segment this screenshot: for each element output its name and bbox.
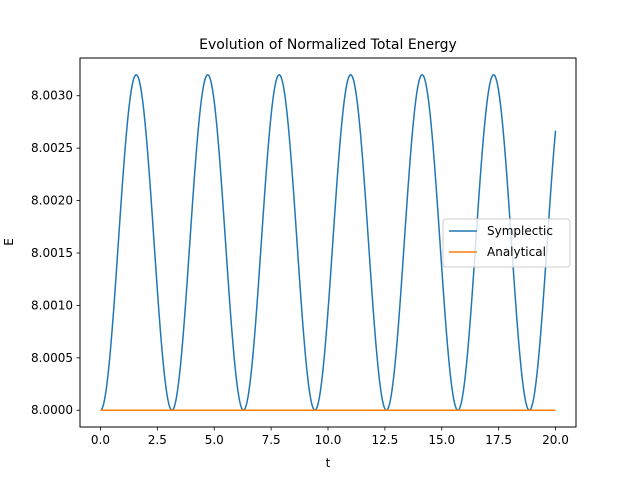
- x-tick-label: 17.5: [485, 433, 512, 447]
- x-tick-label: 12.5: [372, 433, 399, 447]
- legend-label-analytical: Analytical: [487, 245, 546, 259]
- y-axis: 8.0000 8.0005 8.0010 8.0015 8.0020 8.0025 8.00…: [31, 89, 80, 417]
- x-tick-label: 5.0: [205, 433, 224, 447]
- y-tick-label: 8.0010: [31, 298, 73, 312]
- x-tick-label: 0.0: [91, 433, 110, 447]
- y-tick-label: 8.0030: [31, 89, 73, 103]
- x-tick-label: 10.0: [315, 433, 342, 447]
- x-axis: 0.0 2.5 5.0 7.5 10.0 12.5 15.0 17.5 20.0: [91, 427, 569, 447]
- x-tick-label: 2.5: [148, 433, 167, 447]
- legend: Symplectic Analytical: [442, 218, 571, 268]
- x-tick-label: 7.5: [262, 433, 281, 447]
- y-tick-label: 8.0025: [31, 141, 73, 155]
- series-line-symplectic: [100, 73, 557, 412]
- y-tick-label: 8.0005: [31, 351, 73, 365]
- chart-title: Evolution of Normalized Total Energy: [199, 37, 457, 53]
- y-tick-label: 8.0000: [31, 403, 73, 417]
- x-tick-label: 20.0: [542, 433, 569, 447]
- y-tick-label: 8.0015: [31, 246, 73, 260]
- y-axis-label: E: [2, 238, 16, 246]
- y-tick-label: 8.0020: [31, 194, 73, 208]
- x-axis-label: t: [326, 456, 331, 470]
- legend-label-symplectic: Symplectic: [487, 224, 553, 238]
- x-tick-label: 15.0: [428, 433, 455, 447]
